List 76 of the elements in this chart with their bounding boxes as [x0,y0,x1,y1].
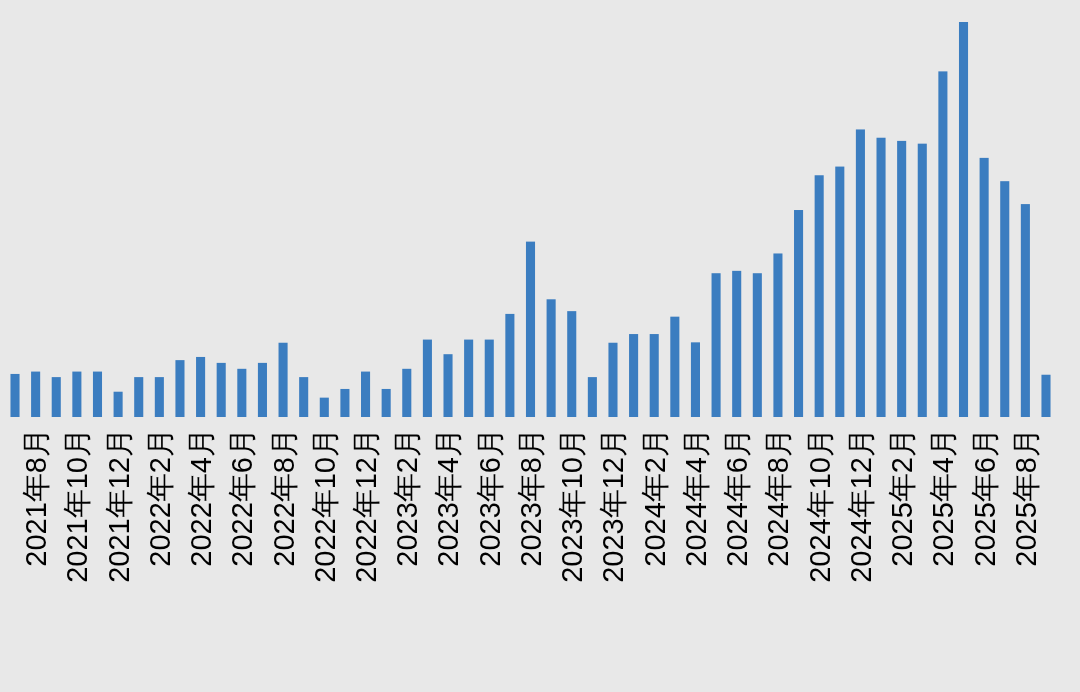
bar [587,377,597,417]
bar [876,137,886,417]
bar [979,157,989,417]
bar [154,377,164,417]
bar [1041,374,1051,417]
bar [51,377,61,417]
bar [629,334,639,417]
bar [216,362,226,417]
bar [917,143,927,417]
x-tick-label: 2024年12月 [844,428,877,583]
bar [752,273,762,417]
x-tick-label: 2023年10月 [556,428,589,583]
x-tick-label: 2024年6月 [721,428,754,567]
bar [855,129,865,417]
bar [10,373,20,417]
bar [732,270,742,417]
x-tick-label: 2023年4月 [432,428,465,567]
x-tick-label: 2022年10月 [308,428,341,583]
bar [464,339,474,417]
bar [525,241,536,417]
bar [134,377,144,417]
bar [196,356,206,417]
x-tick-label: 2022年4月 [185,428,218,567]
bar [237,368,247,417]
bar [257,362,267,417]
bar [422,339,432,417]
bar [319,397,329,417]
x-tick-label: 2021年8月 [20,428,53,567]
bar [546,299,556,417]
x-tick-label: 2025年8月 [1009,428,1042,567]
bar [92,371,103,417]
bar [31,371,41,417]
bar [711,273,721,417]
bar [299,377,309,417]
x-tick-label: 2025年6月 [968,428,1001,567]
x-tick-label: 2022年12月 [349,428,382,583]
x-tick-label: 2025年2月 [886,428,919,567]
bar [690,342,700,417]
bar [670,316,680,417]
x-tick-label: 2023年6月 [473,428,506,567]
x-tick-label: 2022年2月 [143,428,176,567]
bar [72,371,82,417]
bar [567,311,577,417]
bar [484,339,494,417]
bar [938,71,948,417]
bar [649,334,659,417]
bar [835,166,845,417]
bar [443,354,453,417]
bar [113,391,123,417]
bar [361,371,371,417]
x-tick-label: 2023年8月 [514,428,547,567]
bar [773,253,783,417]
x-tick-label: 2022年6月 [226,428,259,567]
bar [340,388,350,417]
x-tick-label: 2022年8月 [267,428,300,567]
x-tick-label: 2021年12月 [102,428,135,583]
bar [897,140,907,417]
x-tick-label: 2024年4月 [679,428,712,567]
bar [958,22,969,417]
x-tick-label: 2024年8月 [762,428,795,567]
x-tick-label: 2024年10月 [803,428,836,583]
x-tick-label: 2021年10月 [61,428,94,583]
bar [608,342,618,417]
bar [381,388,391,417]
bar [814,175,824,417]
bar [794,210,804,417]
x-tick-label: 2023年2月 [391,428,424,567]
x-tick-label: 2024年2月 [638,428,671,567]
x-tick-label: 2025年4月 [927,428,960,567]
bar [278,342,288,417]
bar [1020,204,1030,417]
x-tick-label: 2023年12月 [597,428,630,583]
bar [402,368,412,417]
bar [505,313,515,417]
bar [175,360,185,417]
bar [1000,181,1010,417]
